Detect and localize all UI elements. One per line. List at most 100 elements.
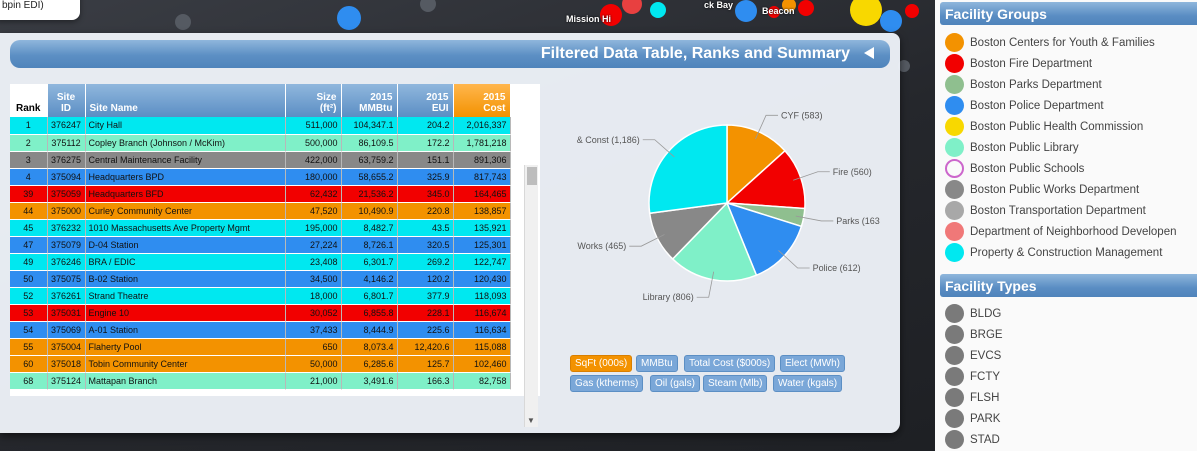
map-marker[interactable] <box>898 60 910 72</box>
site-id-cell: 375075 <box>47 270 86 288</box>
metric-button-gas[interactable]: Gas (ktherms) <box>570 375 644 392</box>
table-row[interactable]: 49 376246 BRA / EDIC 23,408 6,301.7 269.2 122,… <box>10 253 511 271</box>
metric-button-total[interactable]: Total Cost ($000s) <box>684 355 776 372</box>
facility-group-item[interactable]: Boston Public Works Department <box>945 179 1139 200</box>
metric-button-sqft[interactable]: SqFt (000s) <box>570 355 633 372</box>
pie-leader-line <box>642 139 675 158</box>
eui-cell: 43.5 <box>397 219 454 237</box>
data-table-container[interactable]: Rank Site ID Site Name Size (ft²) 2015 MMBt… <box>10 84 540 396</box>
rank-cell: 50 <box>10 270 48 288</box>
site-id-cell: 376275 <box>47 151 86 169</box>
map-marker[interactable] <box>650 2 666 18</box>
facility-types-header[interactable]: Facility Types <box>940 274 1197 297</box>
facility-groups-header[interactable]: Facility Groups <box>940 2 1197 25</box>
cost-cell: 135,921 <box>453 219 511 237</box>
site-id-header[interactable]: Site ID <box>47 84 86 117</box>
table-row[interactable]: 47 375079 D-04 Station 27,224 8,726.1 320.5 12… <box>10 236 511 254</box>
table-row[interactable]: 2 375112 Copley Branch (Johnson / McKim) 50… <box>10 134 511 152</box>
pie-label: Police (612) <box>813 263 861 273</box>
map-marker[interactable] <box>798 0 814 16</box>
metric-button-mmbtu[interactable]: MMBtu <box>636 355 678 372</box>
table-row[interactable]: 50 375075 B-02 Station 34,500 4,146.2 120.2 12… <box>10 270 511 288</box>
table-header-row: Rank Site ID Site Name Size (ft²) 2015 MMBt… <box>10 84 511 117</box>
map-marker[interactable] <box>420 0 436 12</box>
scrollbar-thumb[interactable] <box>527 167 537 185</box>
metric-button-oil[interactable]: Oil (gals) <box>650 375 701 392</box>
facility-group-item[interactable]: Boston Parks Department <box>945 74 1102 95</box>
eui-cell: 151.1 <box>397 151 454 169</box>
facility-type-item[interactable]: FCTY <box>945 366 1000 387</box>
size-cell: 180,000 <box>285 168 342 186</box>
pie-label: CYF (583) <box>781 111 823 120</box>
cost-header[interactable]: 2015 Cost <box>453 84 511 117</box>
map-marker[interactable] <box>622 0 642 14</box>
table-scrollbar[interactable]: ▼ <box>524 165 538 427</box>
size-cell: 27,224 <box>285 236 342 254</box>
facility-type-item[interactable]: EVCS <box>945 345 1001 366</box>
table-row[interactable]: 45 376232 1010 Massachusetts Ave Property … <box>10 219 511 237</box>
eui-header[interactable]: 2015 EUI <box>397 84 454 117</box>
pie-slice-const[interactable] <box>648 124 728 215</box>
facility-group-item[interactable]: Boston Public Library <box>945 137 1079 158</box>
facility-group-item[interactable]: Boston Police Department <box>945 95 1104 116</box>
map-marker[interactable] <box>782 0 796 12</box>
facility-type-item[interactable]: BRGE <box>945 324 1003 345</box>
table-row[interactable]: 1 376247 City Hall 511,000 104,347.1 204.2 2,0… <box>10 117 511 135</box>
facility-group-item[interactable]: Boston Fire Department <box>945 53 1092 74</box>
legend-dot-icon <box>945 430 964 449</box>
scroll-down-arrow-icon[interactable]: ▼ <box>527 416 535 425</box>
table-row[interactable]: 39 375059 Headquarters BFD 62,432 21,536.2 34… <box>10 185 511 203</box>
map-marker[interactable] <box>735 0 757 22</box>
facility-group-item[interactable]: Boston Transportation Department <box>945 200 1146 221</box>
map-marker[interactable] <box>850 0 882 26</box>
mmbtu-cell: 58,655.2 <box>341 168 398 186</box>
table-row[interactable]: 44 375000 Curley Community Center 47,520 10,… <box>10 202 511 220</box>
mmbtu-header[interactable]: 2015 MMBtu <box>341 84 398 117</box>
mmbtu-cell: 8,444.9 <box>341 321 398 339</box>
mmbtu-cell: 10,490.9 <box>341 202 398 220</box>
cost-cell: 1,781,218 <box>453 134 511 152</box>
metric-button-water[interactable]: Water (kgals) <box>773 375 843 392</box>
metric-button-steam[interactable]: Steam (Mlb) <box>703 375 768 392</box>
cost-cell: 2,016,337 <box>453 117 511 135</box>
map-marker[interactable] <box>175 14 191 30</box>
facility-group-item[interactable]: Boston Public Health Commission <box>945 116 1143 137</box>
facility-type-item[interactable]: FLSH <box>945 387 999 408</box>
table-row[interactable]: 55 375004 Flaherty Pool 650 8,073.4 12,420.6 1… <box>10 338 511 356</box>
map-marker[interactable] <box>768 6 780 18</box>
table-row[interactable]: 54 375069 A-01 Station 37,433 8,444.9 225.6 11… <box>10 321 511 339</box>
map-marker[interactable] <box>337 6 361 30</box>
eui-cell: 204.2 <box>397 117 454 135</box>
map-marker[interactable] <box>880 10 902 32</box>
facility-group-label: Boston Centers for Youth & Families <box>970 36 1155 49</box>
table-row[interactable]: 68 375124 Mattapan Branch 21,000 3,491.6 166.… <box>10 372 511 390</box>
map-marker[interactable] <box>600 4 622 26</box>
facility-type-item[interactable]: BLDG <box>945 303 1001 324</box>
pie-leader-line <box>629 234 665 247</box>
size-header[interactable]: Size (ft²) <box>285 84 342 117</box>
facility-group-item[interactable]: Department of Neighborhood Developen <box>945 221 1177 242</box>
site-name-header[interactable]: Site Name <box>85 84 286 117</box>
table-row[interactable]: 53 375031 Engine 10 30,052 6,855.8 228.1 116,6… <box>10 304 511 322</box>
facility-group-label: Boston Public Works Department <box>970 183 1140 196</box>
metric-button-elect[interactable]: Elect (MWh) <box>780 355 845 372</box>
mmbtu-cell: 3,491.6 <box>341 372 398 390</box>
rank-header[interactable]: Rank <box>10 84 48 117</box>
facility-group-item[interactable]: Boston Centers for Youth & Families <box>945 32 1155 53</box>
size-cell: 195,000 <box>285 219 342 237</box>
map-place-label: Mission Hi <box>566 14 612 24</box>
table-row[interactable]: 52 376261 Strand Theatre 18,000 6,801.7 377.9… <box>10 287 511 305</box>
map-marker[interactable] <box>905 4 919 18</box>
facility-group-item[interactable]: Property & Construction Management <box>945 242 1162 263</box>
table-row[interactable]: 60 375018 Tobin Community Center 50,000 6,28… <box>10 355 511 373</box>
facility-type-label: FLSH <box>970 391 1000 404</box>
facility-group-label: Boston Parks Department <box>970 78 1102 91</box>
facility-group-item[interactable]: Boston Public Schools <box>945 158 1084 179</box>
rank-cell: 68 <box>10 372 48 390</box>
collapse-button[interactable] <box>861 45 877 61</box>
table-row[interactable]: 3 376275 Central Maintenance Facility 422,0… <box>10 151 511 169</box>
facility-type-item[interactable]: STAD <box>945 429 1000 450</box>
table-row[interactable]: 4 375094 Headquarters BPD 180,000 58,655.2 32… <box>10 168 511 186</box>
pie-label: Parks (163 <box>836 216 880 226</box>
facility-type-item[interactable]: PARK <box>945 408 1000 429</box>
